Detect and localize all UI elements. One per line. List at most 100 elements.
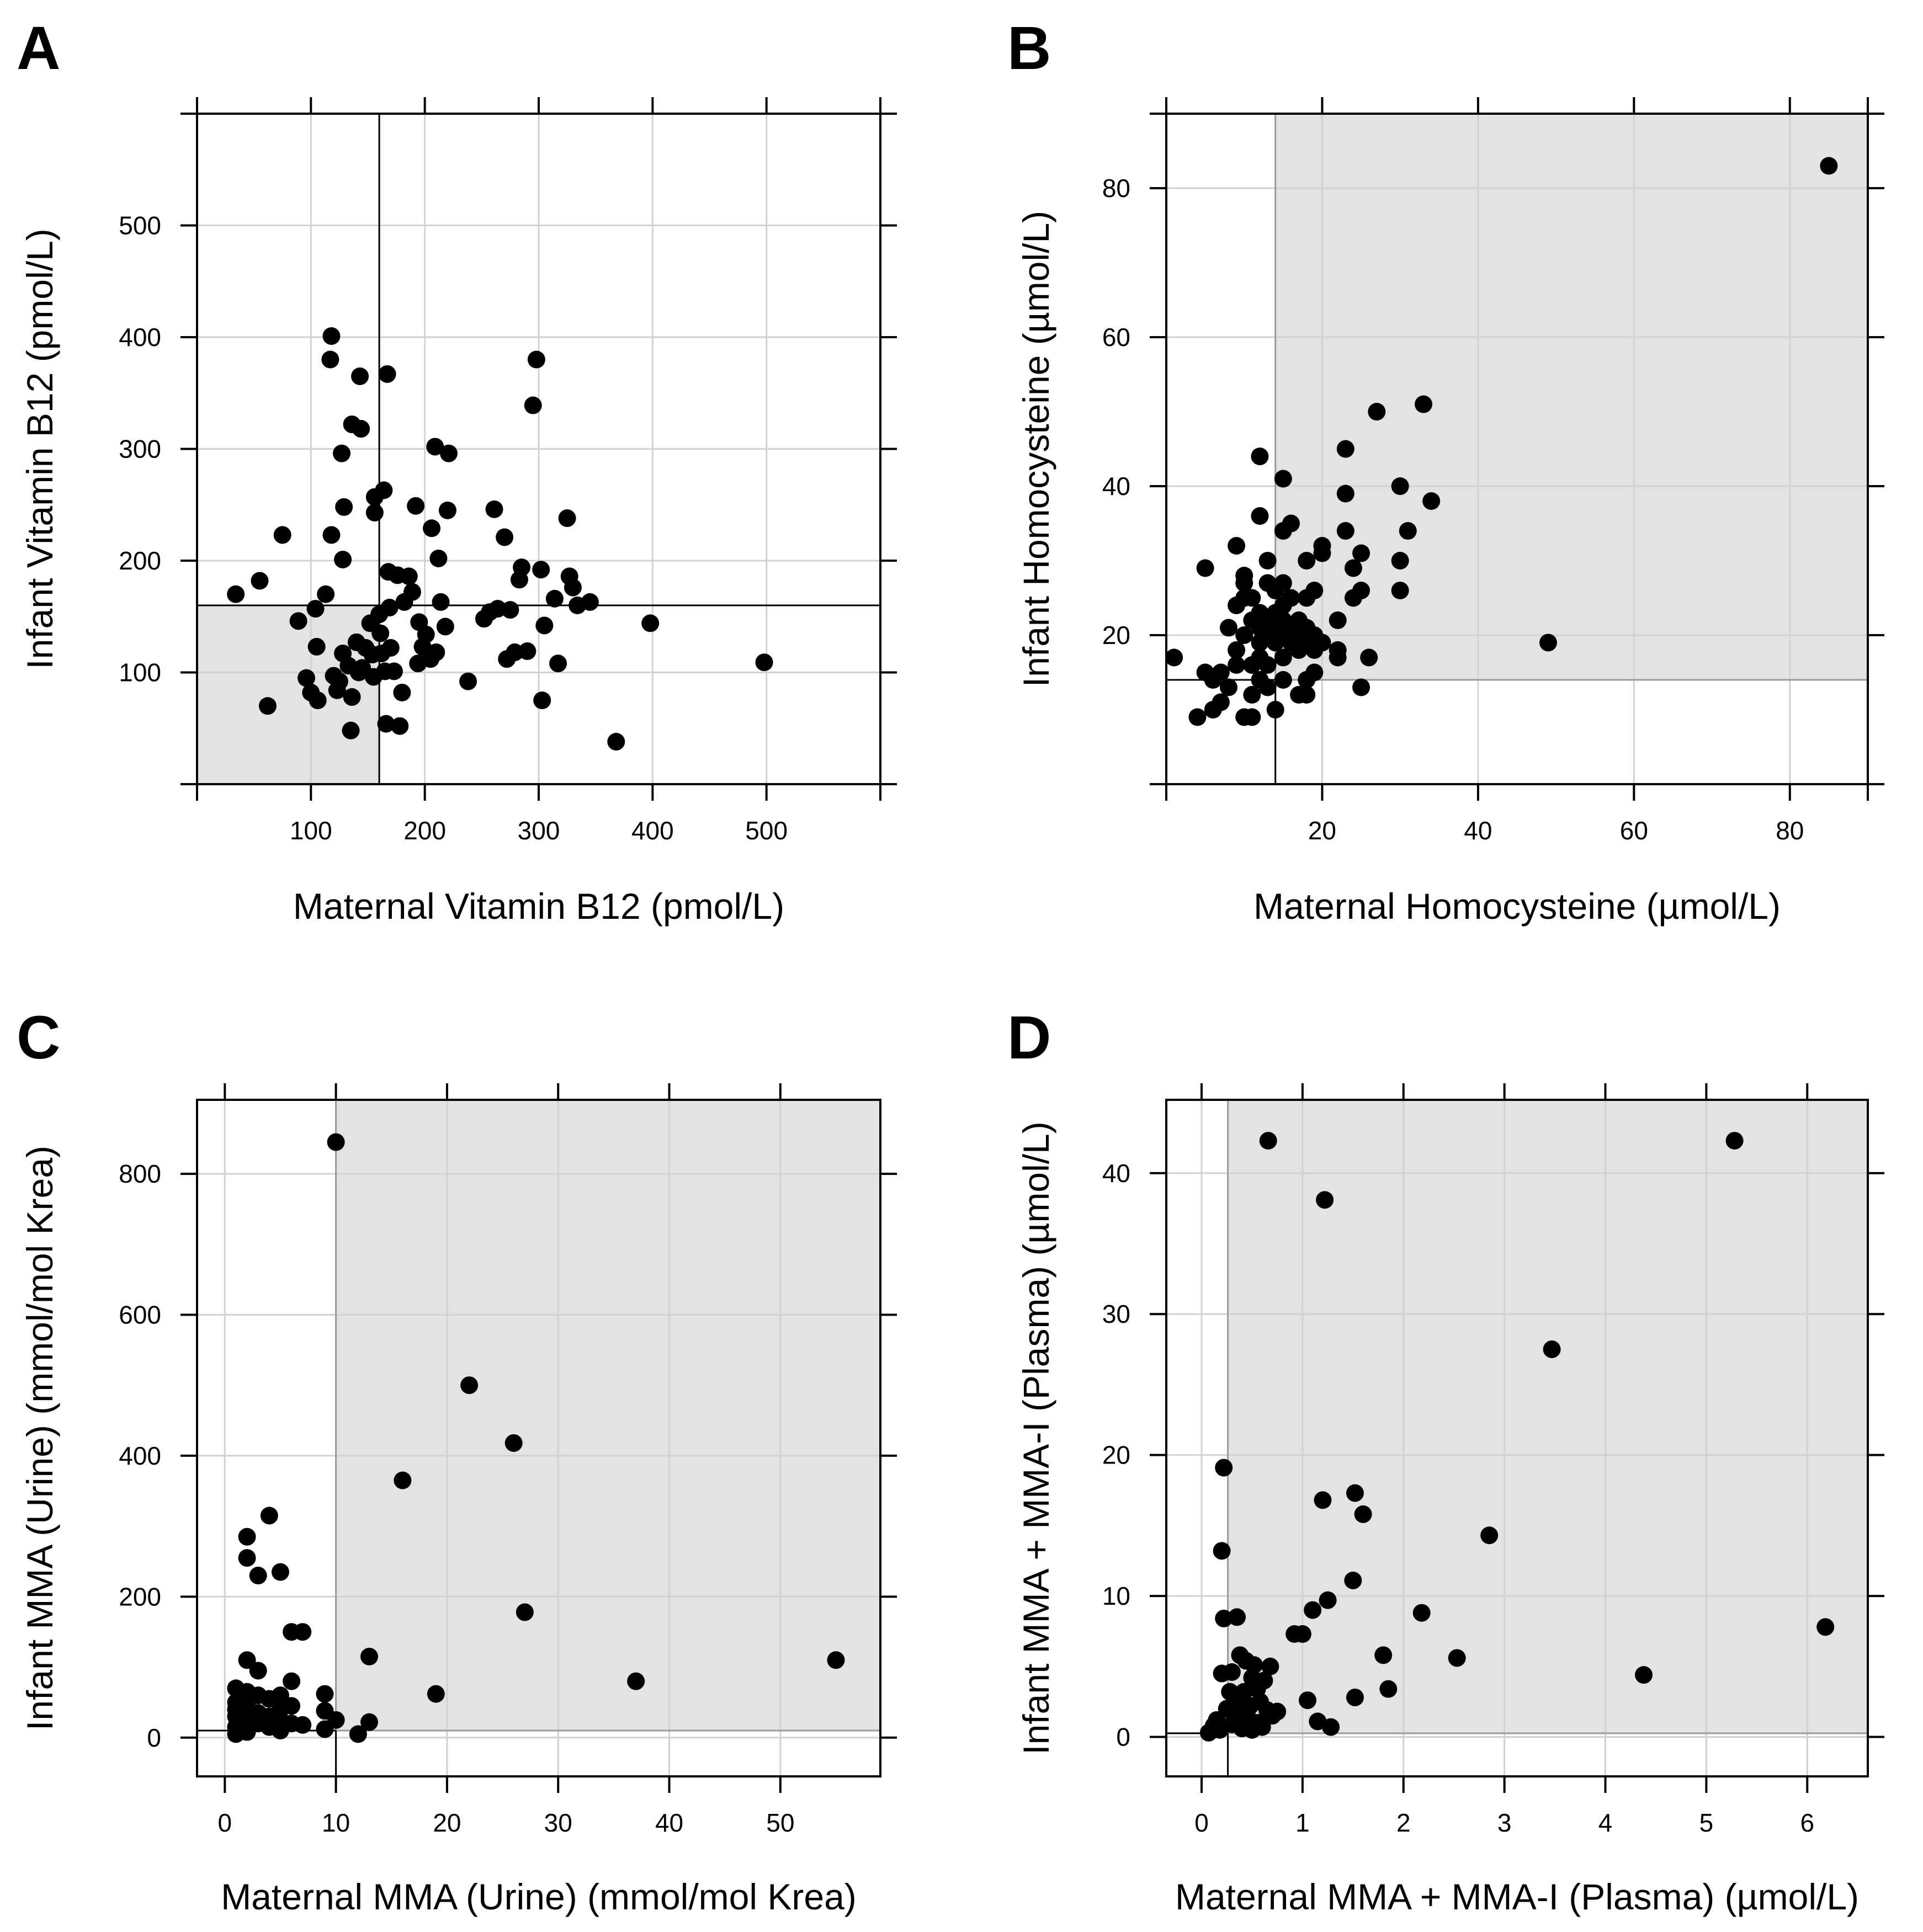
data-point <box>378 365 396 383</box>
data-point <box>1235 574 1253 592</box>
y-tick-label: 200 <box>119 1582 161 1611</box>
data-point <box>1352 544 1370 562</box>
x-tick-label: 0 <box>1194 1808 1209 1837</box>
data-point <box>1352 678 1370 696</box>
y-tick-label: 0 <box>1116 1722 1130 1751</box>
data-point <box>427 643 445 662</box>
y-tick-label: 100 <box>119 658 161 687</box>
y-axis-title: Infant MMA (Urine) (mmol/mol Krea) <box>19 1146 60 1731</box>
data-point <box>335 498 353 516</box>
data-point <box>1282 589 1300 607</box>
data-point <box>439 444 458 462</box>
data-point <box>327 1711 345 1729</box>
data-point <box>1352 582 1370 599</box>
y-tick-label: 60 <box>1102 323 1130 352</box>
panel-letter: B <box>1007 14 1051 82</box>
data-point <box>407 497 425 515</box>
data-point <box>271 1563 289 1581</box>
data-point <box>1336 522 1354 540</box>
data-point <box>333 444 351 462</box>
data-point <box>294 1716 312 1734</box>
data-point <box>1219 678 1237 696</box>
data-point <box>273 526 291 544</box>
data-point <box>317 585 335 603</box>
data-point <box>426 438 444 456</box>
data-point <box>251 572 269 590</box>
data-point <box>524 396 542 414</box>
data-point <box>1412 1604 1431 1622</box>
data-point <box>518 642 536 661</box>
data-point <box>1266 701 1284 718</box>
data-point <box>1274 470 1292 488</box>
data-point <box>564 578 582 597</box>
data-point <box>1251 507 1269 525</box>
data-point <box>549 654 567 673</box>
data-point <box>1305 663 1324 682</box>
data-point <box>1259 1132 1277 1150</box>
data-point <box>641 614 660 632</box>
data-point <box>436 618 454 636</box>
data-point <box>322 327 341 345</box>
data-point <box>327 1133 345 1151</box>
x-tick-label: 300 <box>518 816 560 845</box>
x-tick-label: 200 <box>403 816 446 845</box>
data-point <box>1816 1618 1835 1636</box>
data-point <box>1243 686 1261 704</box>
data-point <box>1336 485 1354 503</box>
data-point <box>1245 1656 1263 1674</box>
data-point <box>1415 395 1433 413</box>
data-point <box>532 561 550 579</box>
y-tick-label: 40 <box>1102 1159 1130 1188</box>
shaded-region <box>336 1100 880 1731</box>
data-point <box>283 1697 301 1715</box>
data-point <box>306 600 325 618</box>
data-point <box>1316 1191 1334 1209</box>
data-point <box>1228 656 1246 674</box>
y-axis-title: Infant Vitamin B12 (pmol/L) <box>19 228 60 669</box>
data-point <box>1322 1718 1340 1736</box>
data-point <box>607 733 625 751</box>
data-point <box>1344 559 1362 577</box>
data-point <box>334 550 352 568</box>
data-point <box>459 672 477 690</box>
data-point <box>330 672 348 690</box>
data-point <box>1282 514 1300 533</box>
data-point <box>360 1647 379 1665</box>
y-tick-label: 400 <box>119 323 161 352</box>
data-point <box>249 1662 267 1680</box>
y-tick-label: 300 <box>119 435 161 464</box>
y-tick-label: 20 <box>1102 1441 1130 1470</box>
data-point <box>307 637 326 656</box>
data-point <box>322 526 341 544</box>
y-tick-label: 500 <box>119 211 161 240</box>
data-point <box>1539 634 1557 652</box>
data-point <box>1304 1601 1322 1619</box>
data-point <box>360 1713 379 1731</box>
data-point <box>1235 626 1253 644</box>
x-tick-label: 10 <box>322 1808 350 1837</box>
data-point <box>1274 648 1292 667</box>
data-point <box>496 528 514 546</box>
data-point <box>289 612 307 630</box>
data-point <box>1329 641 1347 659</box>
data-point <box>558 509 576 528</box>
data-point <box>485 500 503 518</box>
y-tick-label: 30 <box>1102 1300 1130 1328</box>
data-point <box>393 683 411 701</box>
data-point <box>423 519 441 537</box>
y-axis-title: Infant MMA + MMA-I (Plasma) (µmol/L) <box>1016 1121 1056 1754</box>
data-point <box>1725 1132 1744 1150</box>
data-point <box>1274 671 1292 689</box>
data-point <box>1196 559 1214 577</box>
data-point <box>1379 1680 1398 1698</box>
x-tick-label: 20 <box>1308 816 1336 845</box>
data-point <box>1299 1691 1317 1710</box>
panel-letter: D <box>1007 1004 1051 1072</box>
data-point <box>1274 574 1292 592</box>
data-point <box>380 599 399 617</box>
plot-frame <box>196 1099 881 1777</box>
data-point <box>438 501 456 519</box>
data-point <box>1399 522 1417 540</box>
data-point <box>1243 708 1261 726</box>
